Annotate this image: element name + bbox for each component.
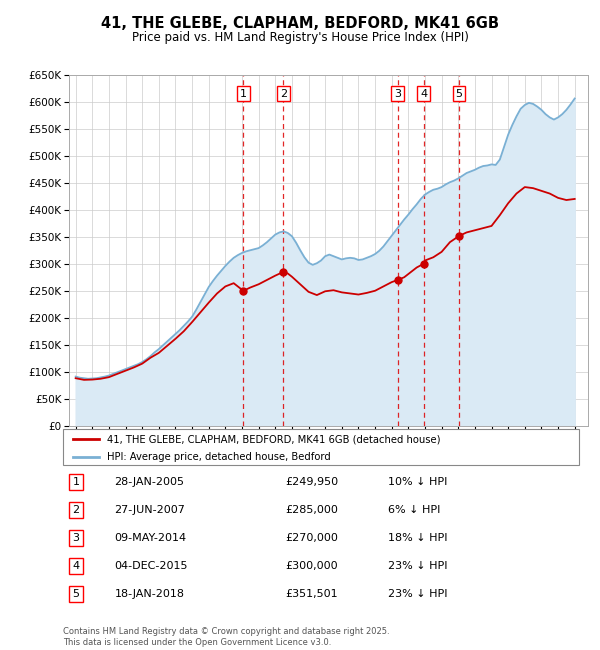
Text: Contains HM Land Registry data © Crown copyright and database right 2025.
This d: Contains HM Land Registry data © Crown c… [63, 627, 389, 647]
FancyBboxPatch shape [63, 429, 579, 465]
Text: £270,000: £270,000 [285, 533, 338, 543]
Text: 1: 1 [240, 88, 247, 99]
Text: £351,501: £351,501 [285, 589, 338, 599]
Text: 09-MAY-2014: 09-MAY-2014 [115, 533, 187, 543]
Text: 41, THE GLEBE, CLAPHAM, BEDFORD, MK41 6GB: 41, THE GLEBE, CLAPHAM, BEDFORD, MK41 6G… [101, 16, 499, 31]
Text: 6% ↓ HPI: 6% ↓ HPI [388, 505, 440, 515]
Text: £249,950: £249,950 [285, 477, 338, 487]
Text: 3: 3 [73, 533, 79, 543]
Text: £300,000: £300,000 [285, 561, 338, 571]
Text: 2: 2 [280, 88, 287, 99]
Text: 27-JUN-2007: 27-JUN-2007 [115, 505, 185, 515]
Text: 4: 4 [73, 561, 79, 571]
Text: 04-DEC-2015: 04-DEC-2015 [115, 561, 188, 571]
Text: 18-JAN-2018: 18-JAN-2018 [115, 589, 185, 599]
Text: 18% ↓ HPI: 18% ↓ HPI [388, 533, 448, 543]
Text: HPI: Average price, detached house, Bedford: HPI: Average price, detached house, Bedf… [107, 452, 331, 462]
Text: 5: 5 [73, 589, 79, 599]
Text: Price paid vs. HM Land Registry's House Price Index (HPI): Price paid vs. HM Land Registry's House … [131, 31, 469, 44]
Text: 10% ↓ HPI: 10% ↓ HPI [388, 477, 448, 487]
Text: 23% ↓ HPI: 23% ↓ HPI [388, 589, 448, 599]
Text: 4: 4 [420, 88, 427, 99]
Text: 2: 2 [73, 505, 79, 515]
Text: 41, THE GLEBE, CLAPHAM, BEDFORD, MK41 6GB (detached house): 41, THE GLEBE, CLAPHAM, BEDFORD, MK41 6G… [107, 434, 440, 444]
Text: £285,000: £285,000 [285, 505, 338, 515]
Text: 5: 5 [455, 88, 463, 99]
Text: 1: 1 [73, 477, 79, 487]
Text: 23% ↓ HPI: 23% ↓ HPI [388, 561, 448, 571]
Text: 28-JAN-2005: 28-JAN-2005 [115, 477, 185, 487]
Text: 3: 3 [394, 88, 401, 99]
